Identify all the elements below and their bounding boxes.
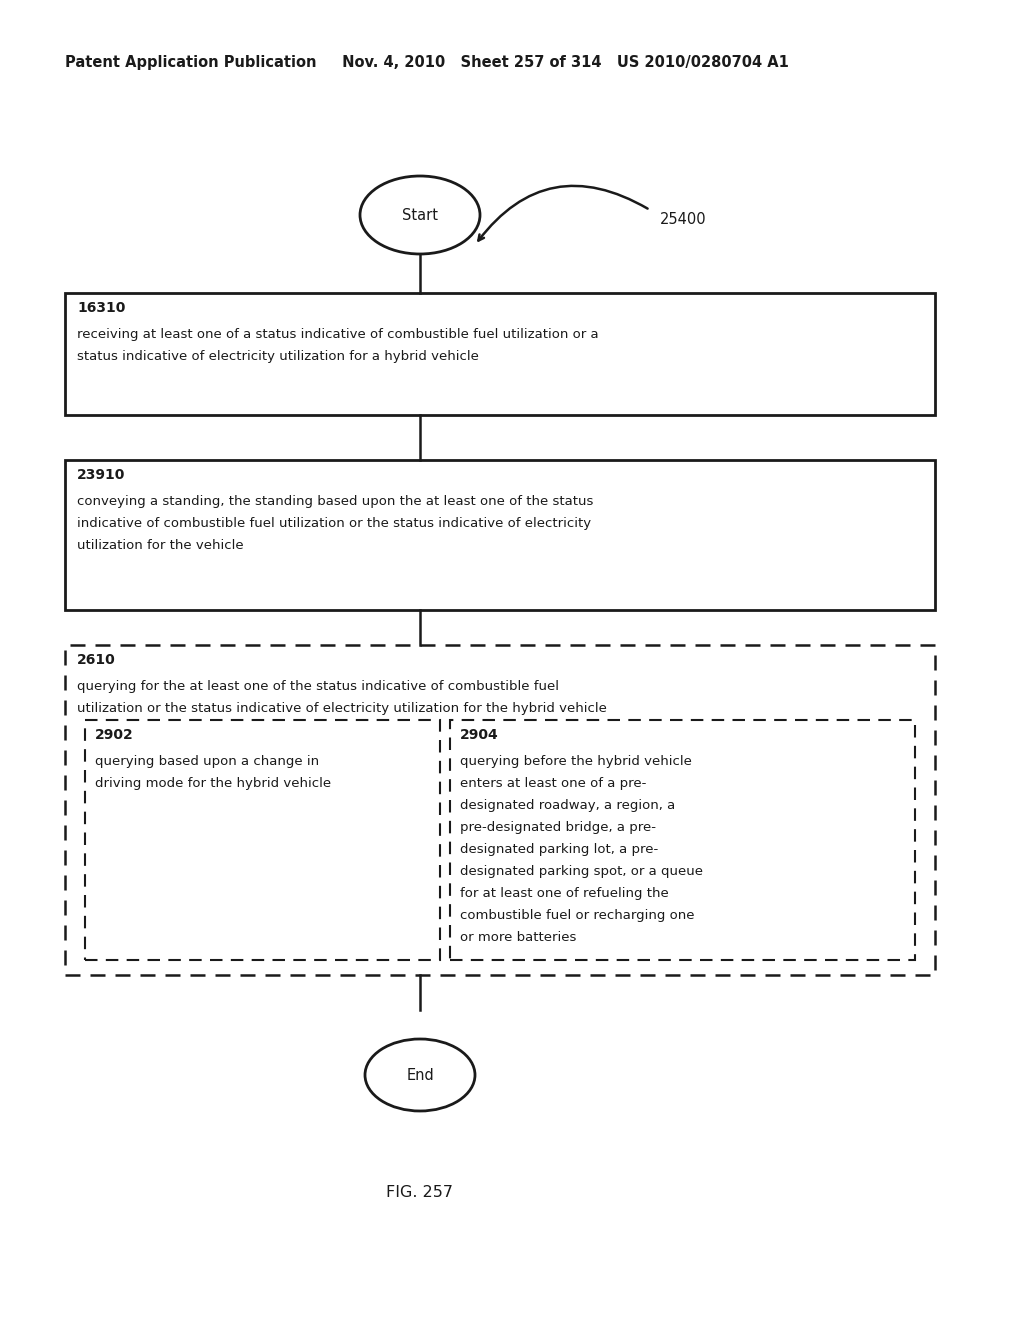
Text: for at least one of refueling the: for at least one of refueling the	[460, 887, 669, 900]
Text: designated parking lot, a pre-: designated parking lot, a pre-	[460, 843, 658, 855]
Text: Patent Application Publication     Nov. 4, 2010   Sheet 257 of 314   US 2010/028: Patent Application Publication Nov. 4, 2…	[65, 55, 788, 70]
Text: indicative of combustible fuel utilization or the status indicative of electrici: indicative of combustible fuel utilizati…	[77, 517, 591, 531]
Text: 2902: 2902	[95, 729, 134, 742]
Text: querying before the hybrid vehicle: querying before the hybrid vehicle	[460, 755, 692, 768]
Text: querying based upon a change in: querying based upon a change in	[95, 755, 319, 768]
Text: 2904: 2904	[460, 729, 499, 742]
Text: querying for the at least one of the status indicative of combustible fuel: querying for the at least one of the sta…	[77, 680, 559, 693]
Text: 25400: 25400	[660, 213, 707, 227]
Text: 16310: 16310	[77, 301, 125, 315]
Text: status indicative of electricity utilization for a hybrid vehicle: status indicative of electricity utiliza…	[77, 350, 479, 363]
Text: FIG. 257: FIG. 257	[386, 1185, 454, 1200]
Text: Start: Start	[402, 207, 438, 223]
Text: utilization or the status indicative of electricity utilization for the hybrid v: utilization or the status indicative of …	[77, 702, 607, 715]
Text: receiving at least one of a status indicative of combustible fuel utilization or: receiving at least one of a status indic…	[77, 327, 599, 341]
Bar	[85, 719, 440, 960]
Text: designated roadway, a region, a: designated roadway, a region, a	[460, 799, 675, 812]
Text: or more batteries: or more batteries	[460, 931, 577, 944]
Text: utilization for the vehicle: utilization for the vehicle	[77, 539, 244, 552]
Bar	[65, 645, 935, 975]
Text: designated parking spot, or a queue: designated parking spot, or a queue	[460, 865, 703, 878]
Text: driving mode for the hybrid vehicle: driving mode for the hybrid vehicle	[95, 777, 331, 789]
Text: 23910: 23910	[77, 469, 125, 482]
Bar	[65, 459, 935, 610]
Text: 2610: 2610	[77, 653, 116, 667]
Text: End: End	[407, 1068, 434, 1082]
Bar	[450, 719, 915, 960]
Text: conveying a standing, the standing based upon the at least one of the status: conveying a standing, the standing based…	[77, 495, 593, 508]
Text: enters at least one of a pre-: enters at least one of a pre-	[460, 777, 646, 789]
Bar	[65, 293, 935, 414]
Text: pre-designated bridge, a pre-: pre-designated bridge, a pre-	[460, 821, 656, 834]
Text: combustible fuel or recharging one: combustible fuel or recharging one	[460, 909, 694, 921]
